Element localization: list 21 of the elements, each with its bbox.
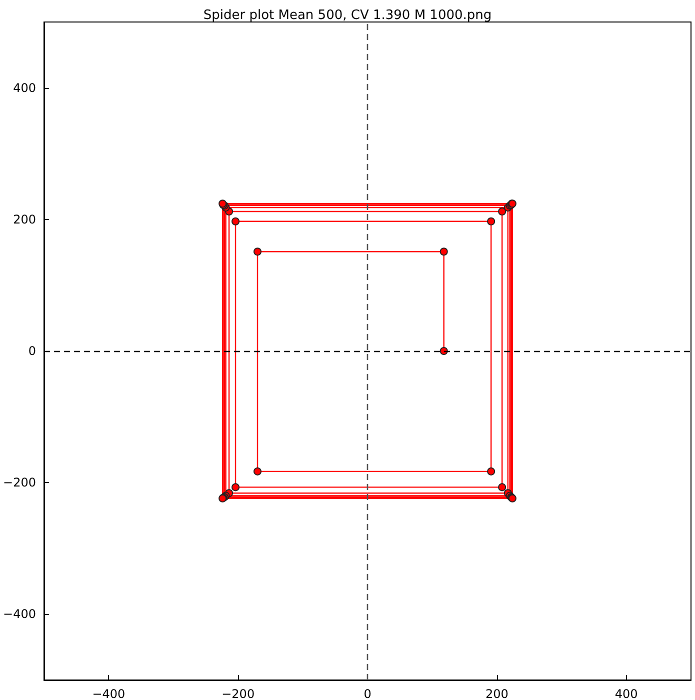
y-tick-label: 200 [13,212,36,226]
point [440,347,448,355]
x-tick-label: −200 [222,687,255,700]
y-tick-label: −400 [3,607,36,622]
x-tick-label: 0 [364,687,372,700]
chart-title: Spider plot Mean 500, CV 1.390 M 1000.png [203,8,492,23]
point [498,483,506,492]
y-tick-label: 0 [28,344,36,358]
point [232,483,240,492]
point [254,248,262,256]
y-tick-label: 400 [13,80,36,95]
point [487,217,496,226]
point [440,248,448,256]
x-tick-label: 200 [485,687,508,700]
point [498,208,506,216]
x-tick-label: −400 [92,687,126,700]
point [487,467,496,476]
point [254,467,262,476]
x-tick-label: 400 [614,687,638,700]
y-tick-label: −200 [3,476,36,490]
point [232,217,240,226]
